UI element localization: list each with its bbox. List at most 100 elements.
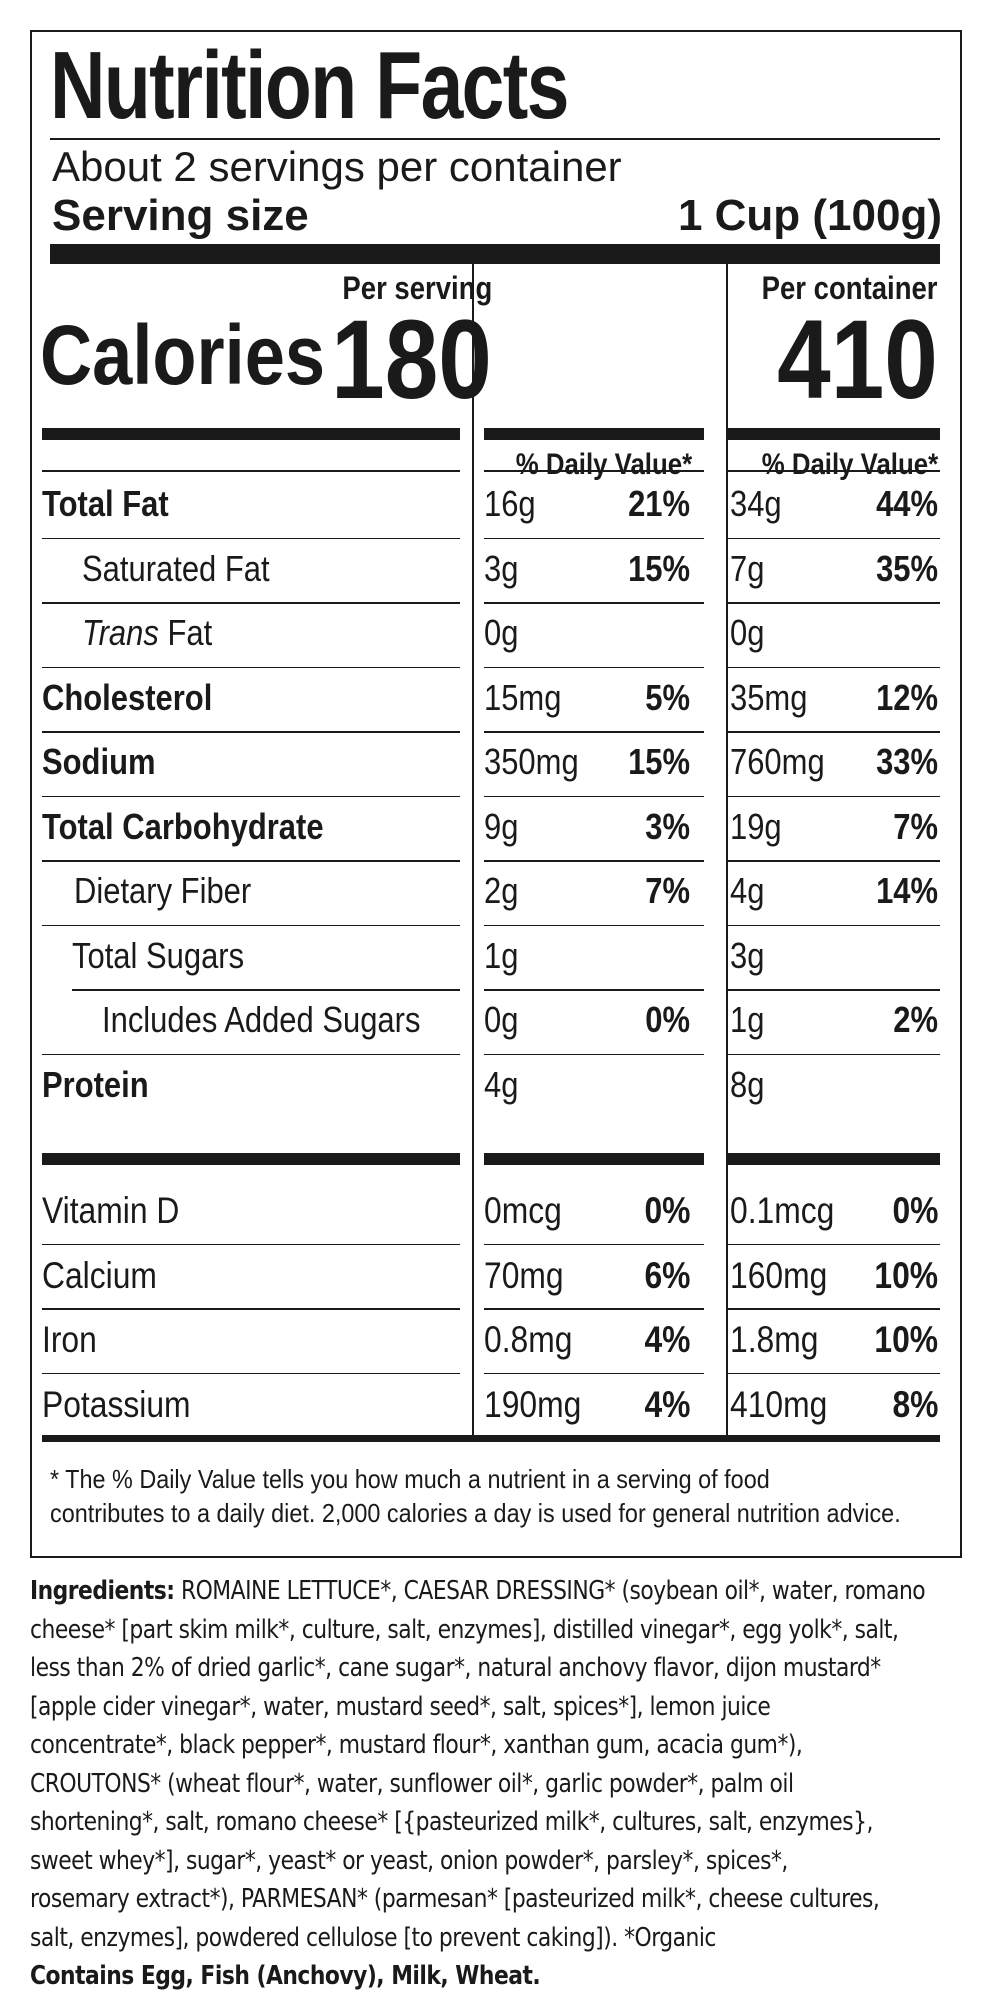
nutrient-name-text: Sodium <box>42 741 156 782</box>
nutrient-name-text: Iron <box>42 1319 97 1360</box>
row-divider <box>728 989 940 991</box>
row-divider <box>728 860 940 862</box>
nutrient-name-text: Dietary Fiber <box>74 870 252 911</box>
row-divider <box>42 602 460 604</box>
container-amount: 8g <box>730 1063 765 1105</box>
nutrient-name-text: Vitamin D <box>42 1190 180 1231</box>
row-divider <box>42 860 460 862</box>
nutrient-name-text: Fat <box>158 612 213 653</box>
nutrient-name: Total Carbohydrate <box>42 805 369 847</box>
container-daily-value: 7% <box>893 805 938 847</box>
row-divider <box>728 1243 940 1245</box>
serving-size-label: Serving size <box>52 191 309 240</box>
calories-rule-3 <box>728 428 940 440</box>
serving-daily-value: 0% <box>645 999 690 1040</box>
panel-title: Nutrition Facts <box>50 32 569 139</box>
nutrient-name-italic: Trans <box>82 612 159 653</box>
row-divider <box>42 731 460 733</box>
row-divider <box>728 470 940 472</box>
calories-rule-1 <box>42 428 460 440</box>
serving-daily-value: 4% <box>644 1319 690 1360</box>
row-divider <box>42 1243 460 1245</box>
serving-daily-value: 15% <box>628 547 690 589</box>
ingredients-line: cheese* [part skim milk*, culture, salt,… <box>30 1614 899 1645</box>
serving-amount: 15mg <box>484 676 562 718</box>
serving-amount: 0.8mg <box>484 1319 573 1360</box>
nutrient-name-text: Includes Added Sugars <box>102 999 421 1040</box>
daily-value-header-serving: % Daily Value* <box>515 448 692 481</box>
nutrient-name-text: Total Fat <box>42 483 169 524</box>
container-amount: 0.1mcg <box>730 1190 835 1231</box>
serving-amount: 16g <box>484 483 536 524</box>
row-divider <box>728 602 940 604</box>
thick-rule-top <box>50 244 940 264</box>
footnote-line-2: contributes to a daily diet. 2,000 calor… <box>50 1498 901 1528</box>
nutrient-name-text: Total Carbohydrate <box>42 805 324 847</box>
row-divider <box>728 731 940 733</box>
row-divider <box>42 1372 460 1374</box>
nutrient-name: Iron <box>42 1321 106 1358</box>
row-divider <box>484 666 704 668</box>
serving-daily-value: 5% <box>645 676 690 718</box>
serving-amount: 2g <box>484 870 519 911</box>
row-divider <box>728 795 940 797</box>
serving-amount: 9g <box>484 805 519 847</box>
ingredients-line: salt, enzymes], powdered cellulose [to p… <box>30 1922 716 1953</box>
nutrient-name: Protein <box>42 1066 166 1103</box>
serving-daily-value: 21% <box>628 483 690 524</box>
nutrient-name: Saturated Fat <box>82 550 300 587</box>
serving-amount: 0g <box>484 999 519 1040</box>
row-divider <box>728 924 940 926</box>
container-amount: 3g <box>730 934 765 976</box>
row-divider <box>728 666 940 668</box>
protein-rule-2 <box>484 1153 704 1165</box>
container-amount: 1.8mg <box>730 1319 819 1360</box>
allergen-statement: Contains Egg, Fish (Anchovy), Milk, Whea… <box>30 1961 541 1991</box>
container-daily-value: 0% <box>892 1190 938 1231</box>
daily-value-footnote: * The % Daily Value tells you how much a… <box>50 1462 950 1530</box>
row-divider <box>728 1308 940 1310</box>
row-divider <box>42 1053 460 1055</box>
serving-amount: 1g <box>484 934 519 976</box>
ingredients-line: less than 2% of dried garlic*, cane suga… <box>30 1653 881 1683</box>
row-divider <box>72 989 460 991</box>
container-amount: 4g <box>730 870 765 911</box>
serving-amount: 70mg <box>484 1254 564 1296</box>
container-amount: 19g <box>730 805 782 847</box>
serving-daily-value: 15% <box>628 741 690 782</box>
row-divider <box>42 1308 460 1310</box>
nutrient-name-text: Total Sugars <box>72 934 245 976</box>
serving-amount: 0g <box>484 612 519 653</box>
ingredients-label: Ingredients: <box>30 1576 175 1606</box>
row-divider <box>484 860 704 862</box>
per-serving-label: Per serving <box>342 270 492 306</box>
nutrient-name-text: Cholesterol <box>42 676 213 718</box>
nutrient-name-text: Calcium <box>42 1254 157 1296</box>
container-daily-value: 12% <box>876 676 938 718</box>
nutrient-name: Sodium <box>42 744 174 780</box>
ingredients-line: ROMAINE LETTUCE*, CAESAR DRESSING* (soyb… <box>174 1576 926 1606</box>
row-divider <box>484 989 704 991</box>
ingredients-line: [apple cider vinegar*, water, mustard se… <box>30 1691 771 1722</box>
row-divider <box>484 602 704 604</box>
ingredients-statement: Ingredients: ROMAINE LETTUCE*, CAESAR DR… <box>30 1572 970 1996</box>
row-divider <box>42 470 460 472</box>
row-divider <box>42 537 460 539</box>
container-amount: 160mg <box>730 1254 828 1296</box>
container-daily-value: 44% <box>876 483 938 524</box>
nutrient-name: Total Fat <box>42 486 189 522</box>
serving-amount: 3g <box>484 547 519 589</box>
protein-rule-3 <box>728 1153 940 1165</box>
serving-daily-value: 6% <box>644 1254 690 1296</box>
calories-per-serving: 180 <box>331 297 492 422</box>
ingredients-line: shortening*, salt, romano cheese* [{past… <box>30 1807 873 1837</box>
nutrition-facts-panel: Nutrition Facts About 2 servings per con… <box>30 30 962 1558</box>
serving-daily-value: 0% <box>644 1190 690 1231</box>
column-divider-1 <box>472 264 474 1435</box>
serving-amount: 4g <box>484 1063 519 1105</box>
row-divider <box>484 537 704 539</box>
ingredients-line: CROUTONS* (wheat flour*, water, sunflowe… <box>30 1768 794 1799</box>
container-amount: 35mg <box>730 676 808 718</box>
per-container-label: Per container <box>762 270 938 306</box>
nutrient-name: Cholesterol <box>42 676 240 718</box>
